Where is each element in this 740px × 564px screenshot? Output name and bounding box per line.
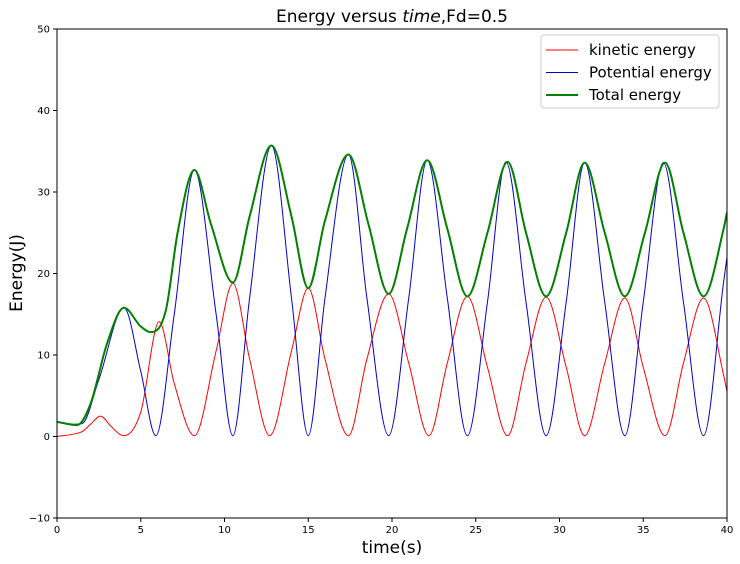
y-tick-label: 0: [44, 432, 50, 443]
legend-label: kinetic energy: [589, 41, 696, 59]
x-tick-label: 5: [138, 525, 144, 536]
y-axis-ticks: −10 0 10 20 30 40 50: [29, 25, 57, 525]
chart-title-italic: time: [402, 7, 440, 27]
x-axis-ticks: 0 5 10 15 20 25 30 35 40: [54, 518, 734, 536]
legend-label: Potential energy: [589, 64, 712, 82]
x-tick-label: 10: [218, 525, 231, 536]
series-layer: [57, 144, 727, 437]
x-tick-label: 20: [386, 525, 399, 536]
y-axis-label: Energy(J): [7, 234, 27, 312]
chart-title-suffix: ,Fd=0.5: [441, 7, 508, 27]
legend: kinetic energy Potential energy Total ener…: [540, 34, 720, 109]
y-tick-label: 30: [37, 188, 50, 199]
chart-title-prefix: Energy versus: [276, 7, 402, 27]
legend-label: Total energy: [588, 86, 681, 104]
y-tick-label: −10: [29, 514, 50, 525]
y-tick-label: 50: [37, 25, 50, 36]
x-tick-label: 15: [302, 525, 315, 536]
x-axis-label: time(s): [362, 538, 423, 558]
x-tick-label: 30: [553, 525, 566, 536]
series-line-total-energy: [57, 144, 727, 427]
series-line-kinetic-energy: [57, 282, 727, 437]
y-tick-label: 20: [37, 269, 50, 280]
y-tick-label: 40: [37, 106, 50, 117]
legend-box: [540, 34, 720, 109]
y-tick-label: 10: [37, 351, 50, 362]
series-line-potential-energy: [57, 145, 727, 437]
x-tick-label: 40: [721, 525, 734, 536]
chart-title: Energy versus time,Fd=0.5: [276, 7, 508, 27]
x-tick-label: 35: [637, 525, 650, 536]
x-tick-label: 25: [469, 525, 482, 536]
legend-items: kinetic energy Potential energy Total ener…: [546, 41, 712, 104]
x-tick-label: 0: [54, 525, 60, 536]
